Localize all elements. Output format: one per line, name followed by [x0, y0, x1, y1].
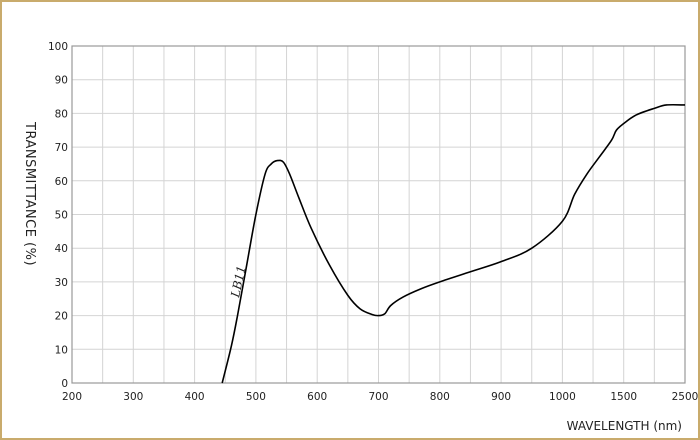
x-tick-label: 1000: [549, 391, 576, 403]
y-tick-label: 100: [48, 41, 68, 53]
x-tick-label: 500: [246, 391, 266, 403]
plot-border: [71, 45, 686, 384]
x-tick-label: 400: [185, 391, 205, 403]
x-tick-label: 300: [123, 391, 143, 403]
y-tick-label: 10: [55, 344, 68, 356]
y-tick-label: 90: [55, 75, 68, 87]
x-tick-label: 200: [62, 391, 82, 403]
y-tick-label: 0: [61, 378, 68, 390]
x-axis-label: WAVELENGTH (nm): [567, 419, 682, 433]
series-line-lb11: [221, 103, 686, 384]
series-label-lb11: LB11: [228, 264, 249, 299]
x-tick-label: 800: [430, 391, 450, 403]
x-tick-label: 700: [368, 391, 388, 403]
x-tick-label: 900: [491, 391, 511, 403]
y-tick-label: 50: [55, 210, 68, 222]
y-tick-label: 30: [55, 277, 68, 289]
y-tick-label: 20: [55, 311, 68, 323]
x-tick-label: 600: [307, 391, 327, 403]
x-tick-label: 1500: [610, 391, 637, 403]
y-tick-label: 70: [55, 142, 68, 154]
x-tick-label: 2500: [672, 391, 699, 403]
y-tick-label: 60: [55, 176, 68, 188]
y-tick-label: 40: [55, 243, 68, 255]
y-axis-label: TRANSMITTANCE (%): [22, 121, 37, 266]
grid: [72, 46, 685, 383]
y-tick-label: 80: [55, 108, 68, 120]
